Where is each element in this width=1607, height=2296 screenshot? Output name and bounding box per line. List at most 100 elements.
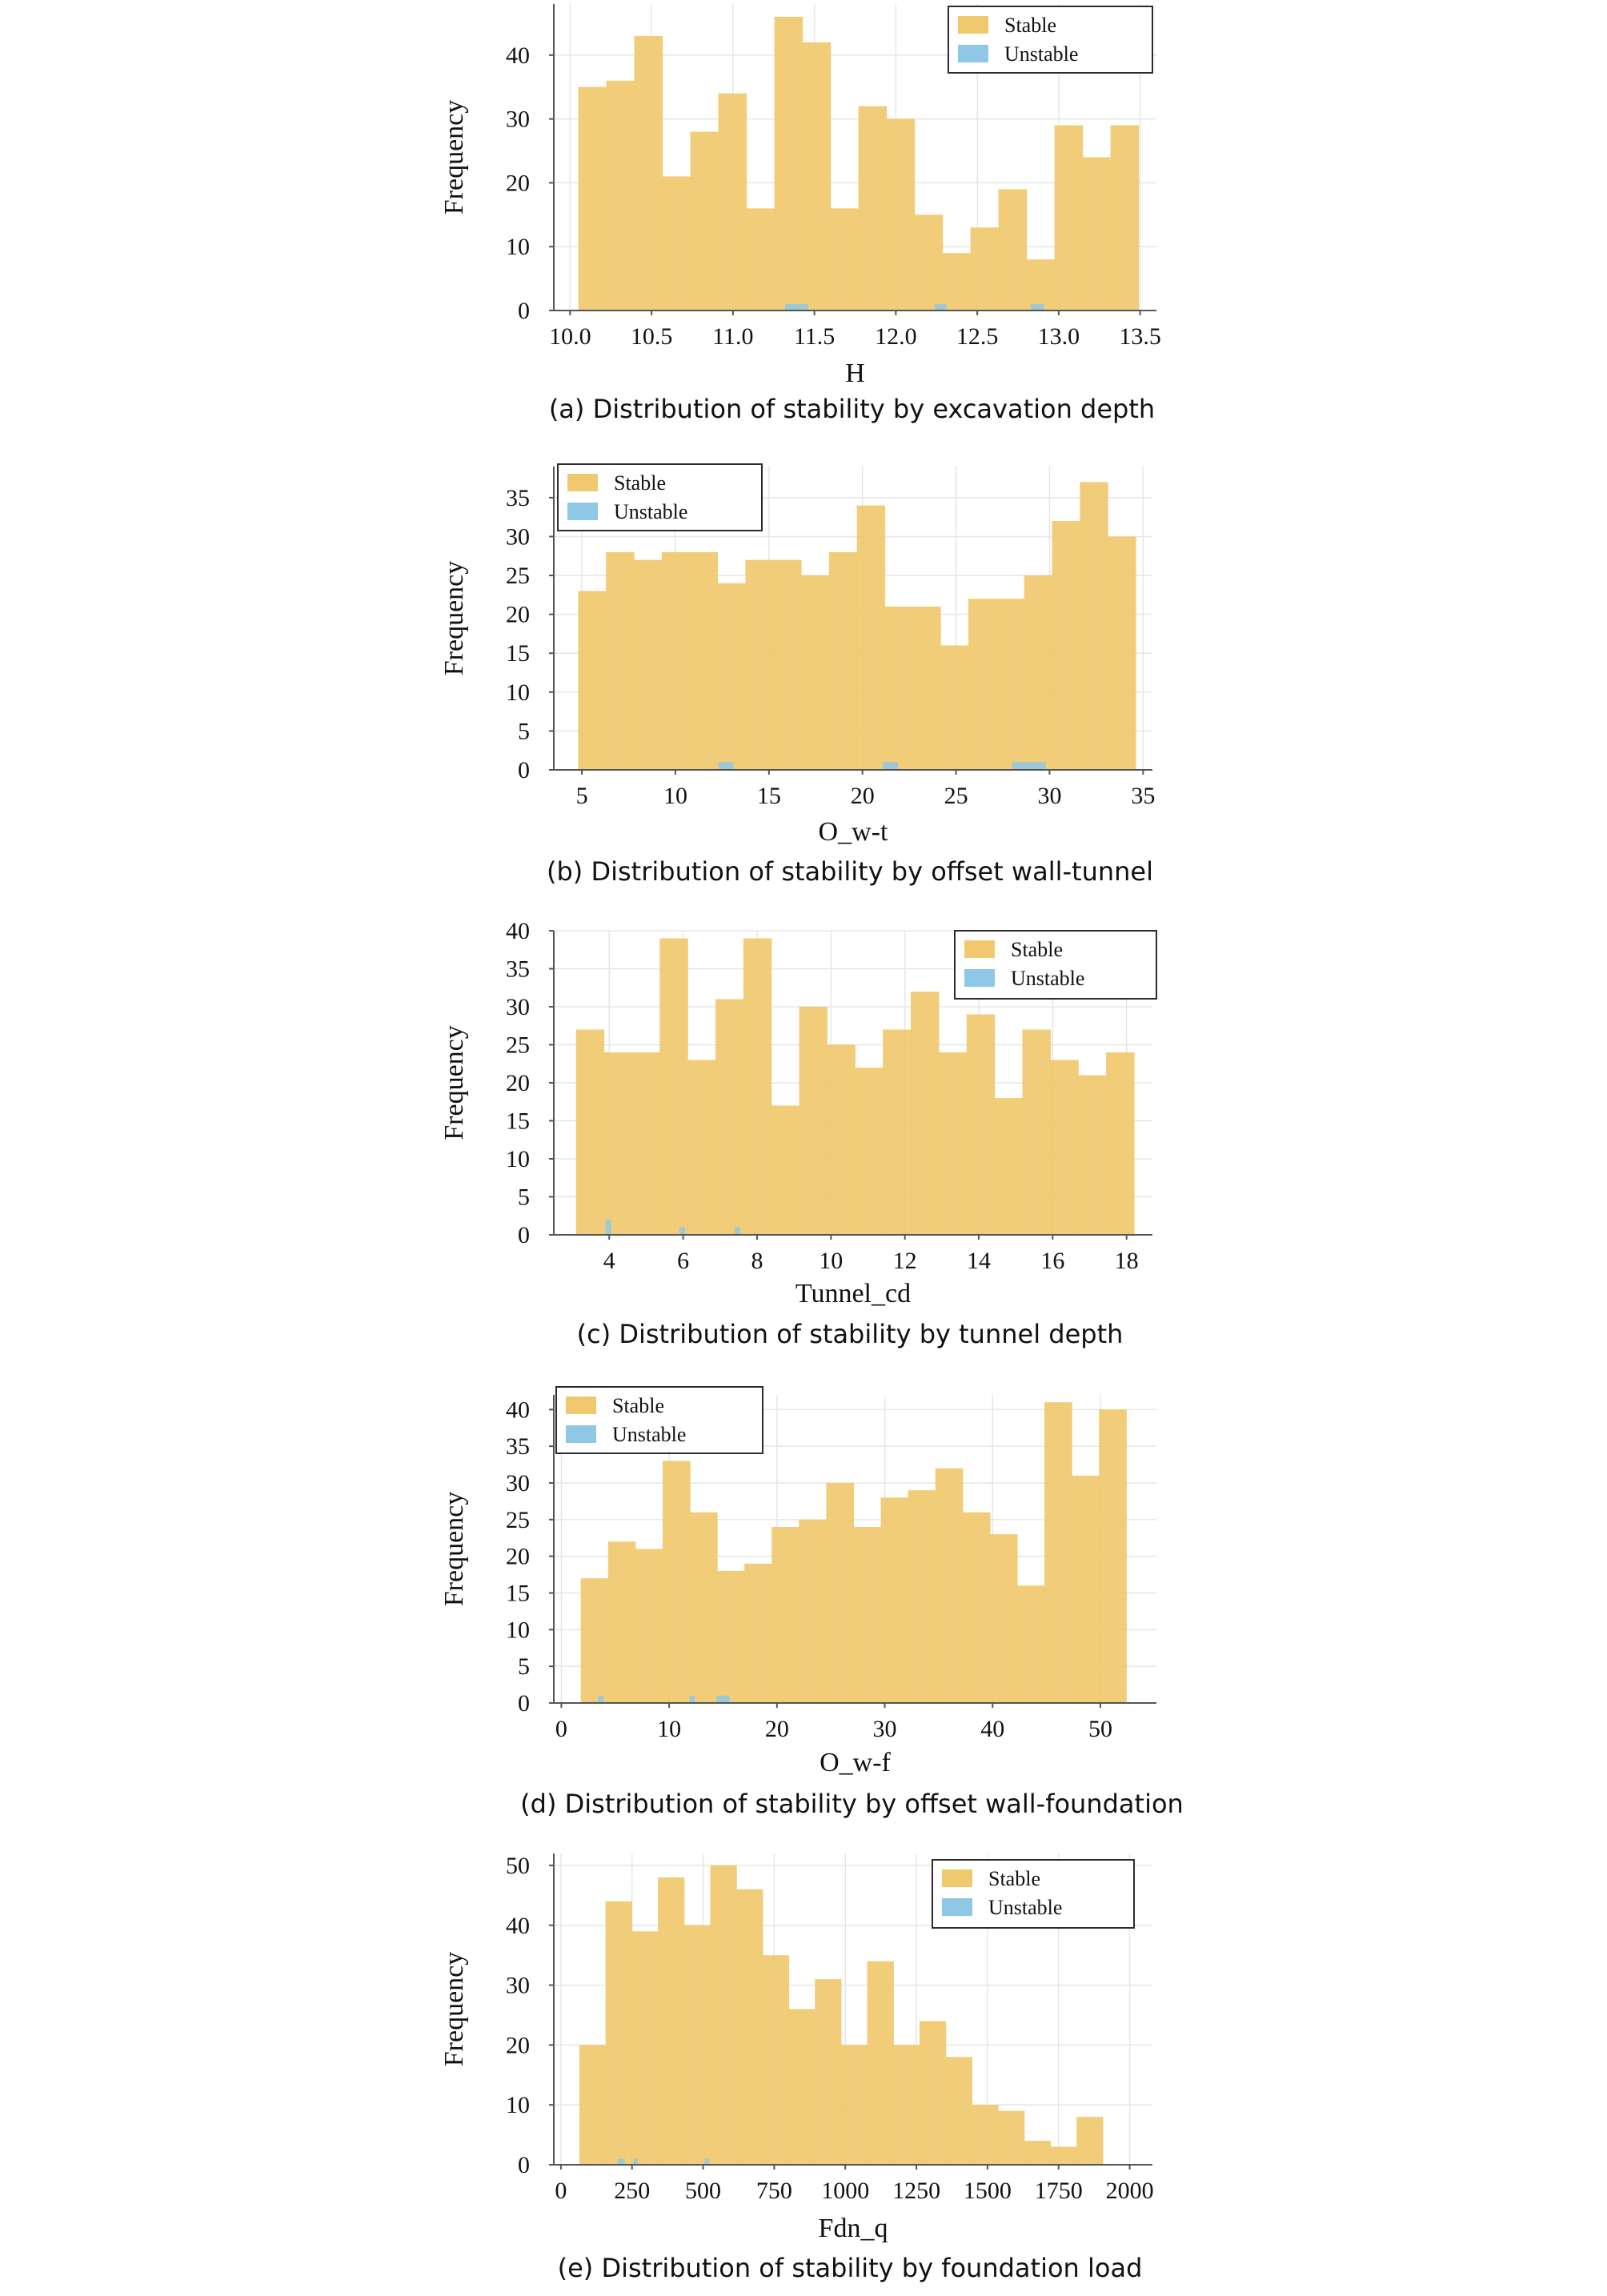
y-tick-label: 40 — [506, 1913, 530, 1939]
x-tick-label: 35 — [1131, 783, 1155, 809]
x-tick-label: 1000 — [821, 2178, 869, 2204]
y-tick-label: 30 — [506, 1973, 530, 1999]
x-tick-label: 40 — [980, 1716, 1004, 1742]
stable-bar — [717, 583, 746, 770]
y-axis-label: Frequency — [439, 1492, 469, 1607]
x-axis-label: H — [845, 359, 865, 388]
figure-caption: (e) Distribution of stability by foundat… — [558, 2253, 1143, 2283]
y-tick-label: 40 — [506, 42, 530, 69]
y-tick-label: 35 — [506, 956, 530, 983]
figure-caption: (c) Distribution of stability by tunnel … — [577, 1319, 1124, 1349]
stable-bar — [840, 2045, 868, 2165]
y-tick-label: 0 — [518, 1222, 530, 1248]
y-tick-label: 0 — [518, 2152, 530, 2178]
stable-bar — [826, 1483, 855, 1703]
x-axis-label: O_w-t — [819, 817, 888, 847]
stable-bar — [799, 1519, 827, 1703]
stable-bar — [1054, 125, 1084, 311]
legend: Stable Unstable — [557, 463, 763, 531]
x-axis-label: O_w-f — [820, 1748, 891, 1777]
stable-bar — [886, 118, 916, 311]
legend-label-unstable: Unstable — [612, 1423, 686, 1446]
chart-d: 0 10 20 30 40 50 0 5 10 15 20 25 30 35 40 O_w-f Frequenc… — [439, 1386, 1184, 1819]
stable-bar — [893, 2045, 920, 2165]
chart-e: 0 250 500 750 1000 1250 1500 1750 2000 0 10 20 30 40 5… — [439, 1853, 1154, 2283]
y-tick-label: 35 — [506, 1433, 530, 1460]
stable-bar — [689, 551, 719, 770]
stable-bar — [744, 1563, 772, 1703]
legend: Stable Unstable — [932, 1859, 1135, 1929]
y-tick-label: 10 — [506, 679, 530, 706]
y-tick-label: 0 — [518, 1690, 530, 1717]
stable-bar — [580, 1578, 609, 1703]
stable-bar — [1072, 1475, 1100, 1703]
stable-bar — [1050, 2146, 1077, 2165]
legend-swatch-stable — [958, 16, 988, 34]
legend-label-stable: Stable — [1004, 14, 1056, 37]
legend-swatch-stable — [567, 474, 598, 491]
legend: Stable Unstable — [954, 930, 1157, 1000]
x-tick-label: 12 — [893, 1248, 917, 1274]
x-tick-label: 18 — [1115, 1248, 1139, 1274]
legend-label-stable: Stable — [988, 1867, 1040, 1890]
unstable-bar — [633, 2158, 638, 2165]
x-tick-label: 10 — [819, 1248, 843, 1274]
y-tick-label: 10 — [506, 2092, 530, 2118]
stable-bar — [1080, 482, 1108, 770]
stable-bar — [661, 551, 691, 770]
y-tick-label: 20 — [506, 1544, 530, 1570]
x-tick-label: 13.0 — [1038, 323, 1080, 350]
x-tick-label: 10 — [663, 783, 687, 809]
stable-bar — [998, 189, 1028, 311]
legend: Stable Unstable — [555, 1386, 763, 1454]
stable-bar — [1024, 2141, 1052, 2165]
stable-bar — [970, 227, 1000, 311]
stable-bar — [658, 1877, 685, 2165]
x-tick-label: 0 — [555, 1716, 567, 1742]
stable-bar — [815, 1979, 842, 2165]
unstable-bar — [1031, 304, 1044, 311]
stable-bar — [683, 1925, 711, 2165]
stable-bar — [828, 551, 858, 770]
x-tick-label: 16 — [1040, 1248, 1064, 1274]
stable-bar — [771, 1105, 800, 1235]
x-tick-label: 5 — [576, 783, 588, 809]
legend-label-stable: Stable — [1011, 938, 1063, 961]
legend-swatch-unstable — [964, 969, 995, 987]
x-tick-label: 11.5 — [794, 323, 835, 350]
stable-bar — [802, 42, 832, 311]
unstable-bar — [598, 1695, 603, 1703]
x-tick-label: 1250 — [892, 2178, 940, 2204]
legend-swatch-stable — [964, 940, 995, 958]
unstable-bar — [704, 2158, 709, 2165]
stable-bar — [607, 1541, 636, 1703]
stable-bar — [1052, 521, 1080, 770]
legend-label-stable: Stable — [612, 1394, 664, 1417]
stable-bar — [1016, 1585, 1045, 1703]
stable-bar — [605, 1901, 632, 2165]
stable-bar — [884, 606, 913, 770]
y-tick-label: 40 — [506, 1396, 530, 1423]
x-tick-label: 6 — [677, 1248, 689, 1274]
stable-bar — [908, 1490, 936, 1703]
stable-bar — [996, 599, 1025, 770]
x-axis-label: Tunnel_cd — [795, 1279, 911, 1308]
unstable-bar — [735, 1227, 741, 1235]
stable-bar — [717, 1571, 745, 1703]
x-tick-label: 1500 — [964, 2178, 1012, 2204]
stable-bar — [579, 2045, 607, 2165]
stable-bar — [715, 999, 744, 1235]
y-axis-label: Frequency — [439, 100, 469, 215]
stable-bar — [690, 131, 719, 311]
x-tick-label: 25 — [944, 783, 968, 809]
x-tick-label: 750 — [756, 2178, 792, 2204]
stable-bar — [856, 505, 886, 770]
x-tick-label: 12.5 — [956, 323, 999, 350]
stable-bar — [1044, 1402, 1072, 1703]
y-tick-label: 0 — [518, 298, 530, 324]
x-tick-label: 20 — [765, 1716, 789, 1742]
legend-label-stable: Stable — [614, 471, 666, 495]
x-tick-label: 12.0 — [875, 323, 917, 350]
x-tick-label: 250 — [614, 2178, 650, 2204]
y-tick-label: 20 — [506, 602, 530, 628]
